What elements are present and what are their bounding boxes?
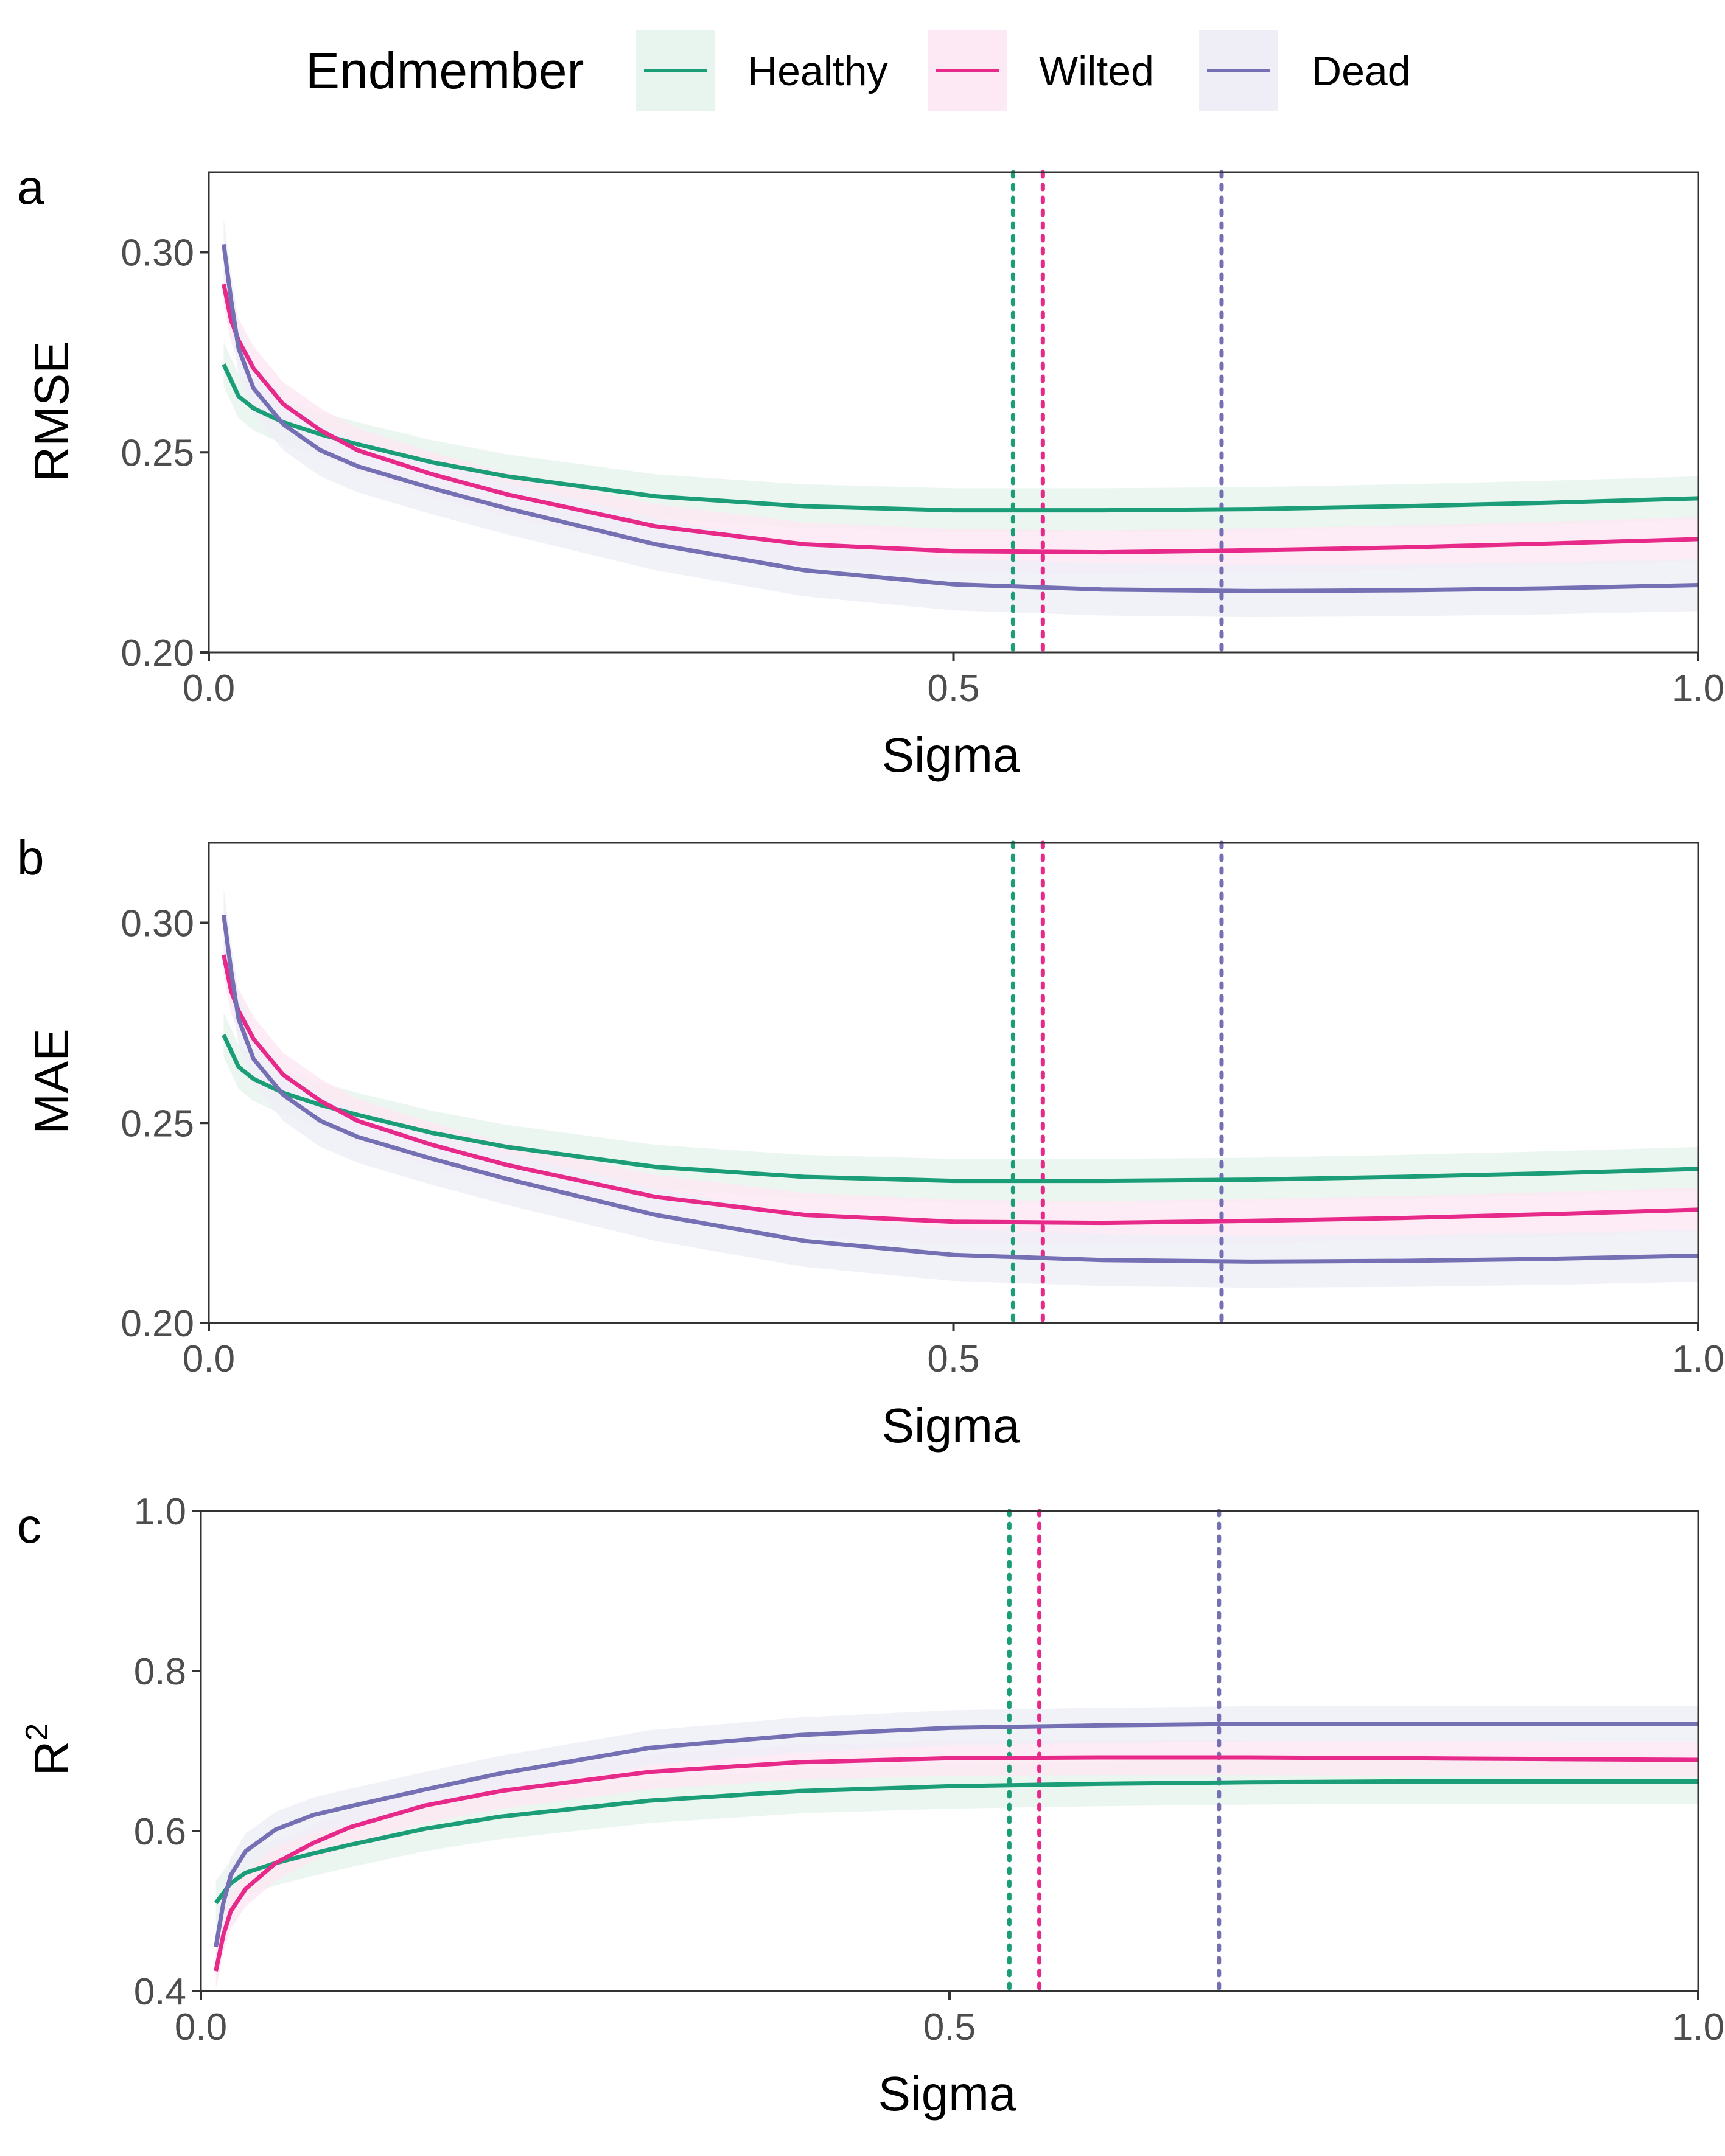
x-tick-label-c: 0.5 <box>923 2006 976 2048</box>
legend: Endmember Healthy Wilted Dead <box>306 30 1411 111</box>
line-dead-c <box>214 1722 1698 1948</box>
legend-label-dead: Dead <box>1312 48 1411 94</box>
y-tick-label-b: 0.20 <box>121 1303 194 1345</box>
x-tick-label-b: 0.0 <box>183 1338 235 1380</box>
band-wilted-b <box>223 932 1698 1245</box>
x-tick-label-c: 1.0 <box>1672 2006 1724 2048</box>
band-dead-a <box>223 218 1698 618</box>
y-tick-label-b: 0.25 <box>121 1103 194 1145</box>
y-axis-title-c-base: R <box>24 1741 79 1776</box>
x-axis-title-a: Sigma <box>882 728 1020 782</box>
legend-item-wilted: Wilted <box>928 30 1154 111</box>
panel-tag-a: a <box>17 160 44 214</box>
panel-c-r2: c R2 Sigma 0.4 0.6 0.8 1.0 0.0 0.5 1.0 <box>17 1491 1724 2121</box>
band-healthy-c <box>215 1759 1698 1926</box>
x-tick-label-a: 1.0 <box>1672 668 1724 710</box>
legend-item-healthy: Healthy <box>636 30 888 111</box>
line-healthy-b <box>222 1034 1699 1184</box>
y-tick-label-c: 0.6 <box>134 1811 186 1853</box>
line-dead-b <box>222 914 1699 1264</box>
legend-item-dead: Dead <box>1199 30 1411 111</box>
y-axis-title-a: RMSE <box>24 341 79 481</box>
panel-tag-c: c <box>17 1499 41 1553</box>
y-tick-label-a: 0.25 <box>121 432 194 474</box>
x-axis-title-b: Sigma <box>882 1398 1020 1453</box>
y-axis-title-b: MAE <box>24 1028 79 1134</box>
x-tick-label-a: 0.5 <box>927 668 979 710</box>
line-healthy-c <box>214 1779 1698 1905</box>
band-dead-c <box>215 1706 1698 1965</box>
legend-title: Endmember <box>306 42 584 99</box>
line-healthy-a <box>222 363 1699 513</box>
y-tick-label-a: 0.20 <box>121 632 194 674</box>
x-tick-label-a: 0.0 <box>183 668 235 710</box>
y-tick-label-c: 0.4 <box>134 1971 186 2013</box>
y-axis-title-c-superscript: 2 <box>19 1723 55 1741</box>
y-axis-title-c: R2 <box>19 1723 79 1776</box>
y-tick-label-c: 0.8 <box>134 1651 186 1693</box>
y-tick-label-a: 0.30 <box>121 232 194 274</box>
band-healthy-a <box>223 342 1698 532</box>
x-tick-label-b: 0.5 <box>927 1338 979 1380</box>
panel-a-rmse: a RMSE Sigma 0.20 0.25 0.30 0.0 0.5 1.0 <box>17 160 1724 782</box>
band-dead-b <box>223 888 1698 1288</box>
y-tick-label-b: 0.30 <box>121 903 194 945</box>
x-tick-label-c: 0.0 <box>175 2006 227 2048</box>
plot-area-b: 0.20 0.25 0.30 0.0 0.5 1.0 <box>121 840 1724 1380</box>
panel-tag-b: b <box>17 831 44 885</box>
line-dead-a <box>222 243 1699 593</box>
panel-b-mae: b MAE Sigma 0.20 0.25 0.30 0.0 0.5 1.0 <box>17 831 1724 1453</box>
y-tick-label-c: 1.0 <box>134 1491 186 1533</box>
band-wilted-a <box>223 262 1698 574</box>
legend-label-wilted: Wilted <box>1039 48 1154 94</box>
x-axis-title-c: Sigma <box>878 2067 1016 2121</box>
plot-area-a: 0.20 0.25 0.30 0.0 0.5 1.0 <box>121 170 1724 710</box>
band-wilted-c <box>215 1740 1698 1989</box>
line-wilted-a <box>222 284 1699 555</box>
line-wilted-b <box>222 954 1699 1226</box>
line-wilted-c <box>214 1755 1699 1972</box>
plot-area-c: 0.4 0.6 0.8 1.0 0.0 0.5 1.0 <box>134 1491 1724 2048</box>
legend-label-healthy: Healthy <box>747 48 888 94</box>
band-healthy-b <box>223 1013 1698 1203</box>
x-tick-label-b: 1.0 <box>1672 1338 1724 1380</box>
